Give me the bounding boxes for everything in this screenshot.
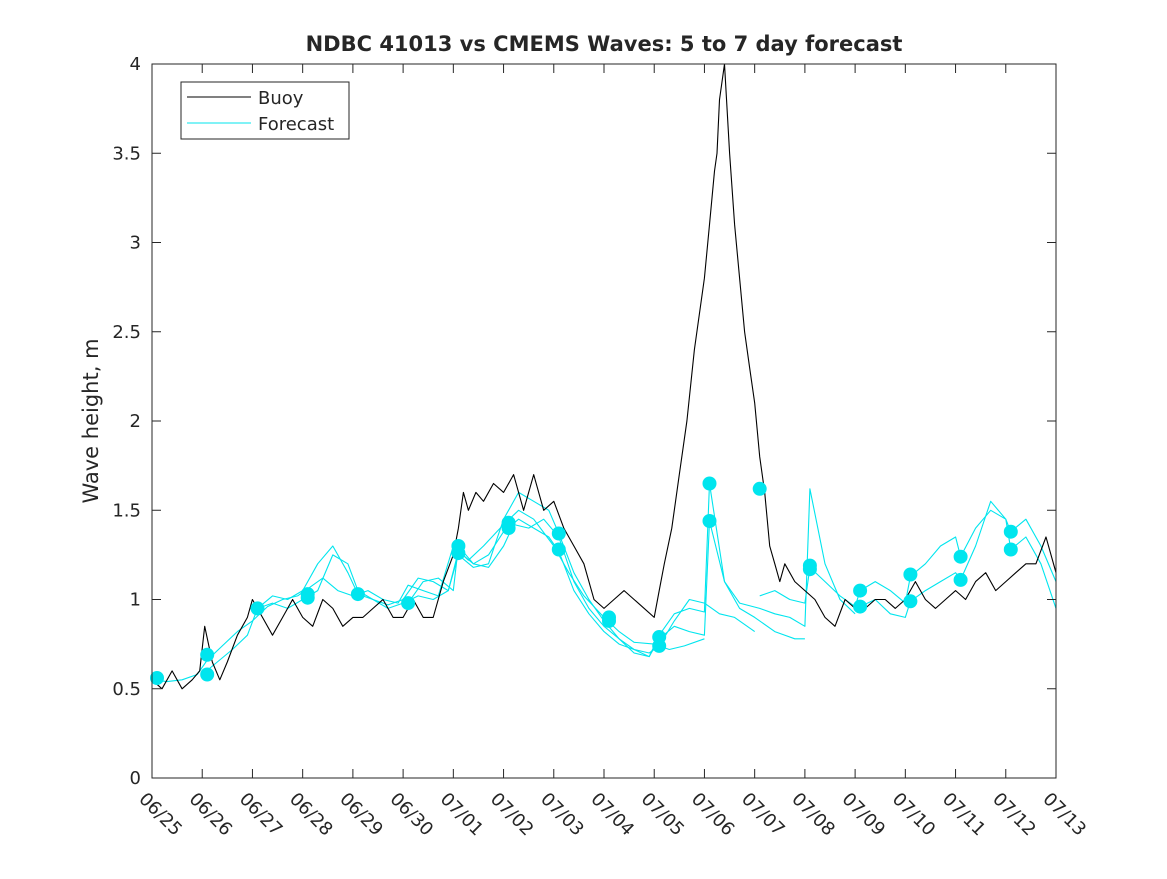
legend-box	[180, 81, 350, 140]
forecast-marker	[802, 562, 817, 577]
y-tick-label: 2	[130, 411, 141, 432]
forecast-marker	[853, 599, 868, 614]
y-tick-label: 1	[130, 590, 141, 611]
y-tick-label: 4	[130, 54, 141, 75]
forecast-marker	[602, 613, 616, 628]
forecast-marker	[903, 567, 918, 582]
forecast-marker	[702, 476, 717, 491]
forecast-marker	[853, 583, 868, 598]
chart-title: NDBC 41013 vs CMEMS Waves: 5 to 7 day fo…	[306, 32, 903, 56]
forecast-marker	[300, 590, 315, 605]
forecast-marker	[1003, 524, 1018, 539]
legend-label-forecast: Forecast	[258, 114, 334, 135]
y-tick-label: 1.5	[112, 500, 141, 521]
forecast-marker	[200, 667, 215, 682]
forecast-marker	[401, 596, 416, 611]
forecast-marker	[903, 594, 918, 609]
y-axis-label: Wave height, m	[79, 338, 103, 503]
forecast-marker	[1003, 542, 1018, 557]
series-line-buoy	[151, 63, 1057, 690]
forecast-marker	[652, 638, 667, 653]
y-tick-label: 0.5	[112, 679, 141, 700]
legend: Buoy Forecast	[180, 81, 350, 140]
series-layer	[151, 63, 1057, 690]
forecast-marker	[702, 514, 717, 528]
forecast-marker	[250, 601, 265, 616]
forecast-marker	[953, 572, 968, 587]
forecast-marker	[150, 671, 164, 685]
y-tick-label: 0	[130, 768, 141, 789]
series-line-forecast-4	[407, 488, 856, 658]
forecast-marker	[350, 587, 365, 602]
legend-label-buoy: Buoy	[258, 88, 304, 109]
forecast-marker	[752, 481, 767, 496]
forecast-marker	[551, 526, 566, 541]
forecast-marker	[551, 542, 566, 557]
forecast-marker	[501, 521, 516, 536]
plot-area	[152, 64, 1056, 778]
y-tick-label: 3	[130, 233, 141, 254]
y-tick-label: 3.5	[112, 143, 141, 164]
forecast-marker	[451, 546, 466, 561]
marker-layer	[150, 476, 1018, 685]
forecast-marker	[953, 549, 968, 564]
forecast-marker	[200, 647, 215, 662]
y-tick-label: 2.5	[112, 322, 141, 343]
